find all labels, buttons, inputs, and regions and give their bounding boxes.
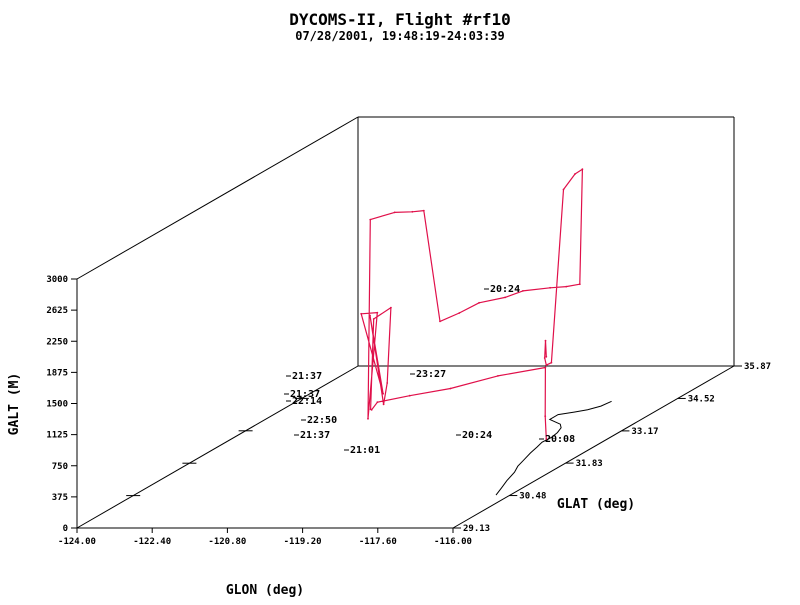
z-axis-label: GALT (M): [7, 373, 22, 436]
y-tick-label-0: 29.13: [463, 524, 490, 534]
track-point-0-15: [360, 312, 363, 315]
annotation-label-2: 21:37: [292, 371, 322, 382]
coastline: [495, 400, 612, 496]
track-point-0-1: [544, 415, 547, 417]
chart-subtitle: 07/28/2001, 19:48:19-24:03:39: [295, 29, 505, 43]
annotation-label-1: 23:27: [416, 369, 446, 380]
annotation-label-3: 21:37: [290, 389, 320, 400]
track-point-0-21: [422, 209, 425, 212]
z-tick-label-7: 2625: [46, 306, 68, 316]
track-point-0-18: [369, 218, 372, 221]
x-axis-label: GLON (deg): [226, 583, 304, 598]
track-point-0-31: [574, 173, 576, 175]
x-tick-label-5: -116.00: [434, 537, 472, 547]
plot-box-frame: [76, 116, 735, 529]
track-point-0-32: [562, 188, 565, 191]
track-point-0-36: [544, 339, 547, 342]
track-point-0-9: [372, 318, 375, 320]
annotation-label-7: 21:01: [350, 445, 380, 456]
frame-edge-5: [76, 116, 359, 280]
frame-edge-3: [76, 365, 359, 529]
track-point-0-37: [545, 355, 548, 358]
z-tick-label-0: 0: [63, 524, 68, 534]
z-tick-label-5: 1875: [46, 368, 68, 378]
track-point-0-14: [382, 392, 384, 395]
track-point-0-35: [543, 357, 546, 359]
annotation-label-4: 22:14: [292, 396, 322, 407]
track-point-0-30: [581, 168, 584, 171]
track-point-0-20: [411, 210, 414, 213]
track-point-0-22: [439, 320, 441, 323]
z-tick-label-2: 750: [52, 462, 68, 472]
track-point-0-26: [522, 290, 524, 292]
track-point-0-23: [458, 312, 461, 314]
z-tick-label-3: 1125: [46, 431, 68, 441]
coastline-group: [495, 400, 612, 496]
z-tick-label-8: 3000: [46, 275, 68, 285]
track-point-0-2: [544, 366, 547, 369]
track-point-0-34: [545, 364, 548, 366]
y-axis-label: GLAT (deg): [557, 497, 635, 512]
y-tick-label-2: 31.83: [576, 459, 603, 469]
track-point-0-11: [386, 382, 389, 384]
track-point-0-8: [369, 408, 372, 411]
x-tick-label-2: -120.80: [208, 537, 246, 547]
track-point-0-25: [504, 296, 507, 299]
annotation-label-9: 20:08: [545, 434, 575, 445]
track-point-0-6: [376, 401, 379, 404]
frame-edge-2: [452, 365, 735, 529]
track-point-0-5: [408, 394, 411, 397]
track-point-0-17: [367, 417, 369, 420]
track-point-0-28: [565, 285, 568, 288]
x-tick-label-4: -117.60: [359, 537, 397, 547]
track-point-0-0: [545, 438, 548, 440]
track-point-0-10: [390, 306, 392, 309]
track-point-0-12: [382, 403, 385, 406]
y-tick-label-4: 34.52: [688, 394, 715, 404]
x-axis-ticks: -124.00 -122.40 -120.80 -119.20 -117.60 -116.…: [58, 397, 472, 547]
annotation-label-5: 22:50: [307, 415, 337, 426]
flight-track-series: [360, 168, 584, 440]
z-tick-label-1: 375: [52, 493, 68, 503]
z-tick-label-6: 2250: [46, 337, 68, 347]
track-point-0-24: [478, 301, 480, 304]
y-tick-label-1: 30.48: [519, 492, 546, 502]
z-tick-label-4: 1500: [46, 400, 68, 410]
track-point-0-29: [578, 283, 581, 286]
track-point-0-13: [369, 314, 371, 317]
x-tick-label-0: -124.00: [58, 537, 96, 547]
annotation-label-0: 20:24: [490, 284, 520, 295]
annotation-label-6: 21:37: [300, 430, 330, 441]
y-tick-label-5: 35.87: [744, 362, 771, 372]
track-point-0-33: [550, 361, 553, 364]
time-annotations: 20:2423:2721:3721:3722:1422:5021:3721:01…: [284, 284, 575, 456]
y-axis-ticks: 29.13 30.48 31.83 33.17 34.52 35.87: [453, 362, 771, 534]
track-point-0-3: [497, 375, 499, 377]
x-tick-label-1: -122.40: [133, 537, 171, 547]
y-tick-label-3: 33.17: [631, 427, 658, 437]
chart-title: DYCOMS-II, Flight #rf10: [289, 10, 511, 29]
track-point-0-19: [393, 211, 396, 214]
flight-track-line-0: [360, 168, 584, 440]
annotation-label-8: 20:24: [462, 430, 492, 441]
track-point-0-16: [376, 311, 379, 314]
x-tick-label-3: -119.20: [284, 537, 322, 547]
track-point-0-27: [549, 286, 551, 289]
z-axis-ticks: 0 375 750 1125 1500 1875 2250 2625 3000: [46, 275, 77, 534]
track-point-0-4: [449, 387, 452, 390]
